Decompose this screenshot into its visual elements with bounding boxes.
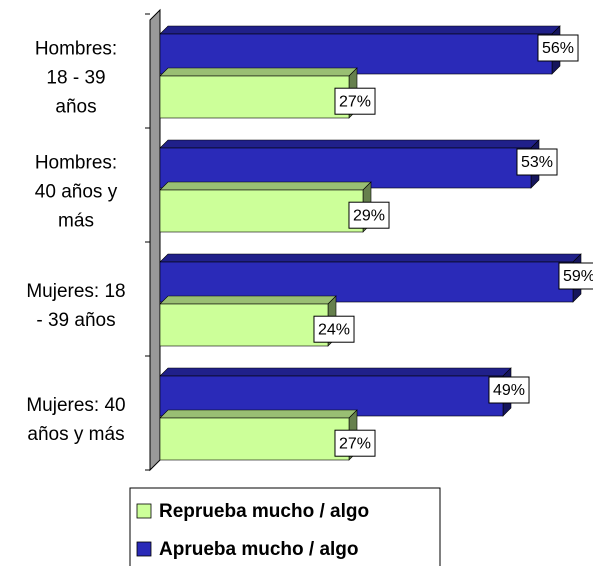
bar-front [159, 189, 364, 233]
bar-top [159, 253, 582, 263]
bar [159, 67, 358, 119]
legend-swatch [136, 503, 152, 519]
value-label: 29% [348, 201, 390, 229]
bar [159, 181, 372, 233]
bar-top [159, 409, 358, 419]
bar [159, 139, 540, 189]
value-label-text: 59% [563, 268, 593, 285]
legend-box [129, 487, 441, 566]
category-label: Hombres: 18 - 39 años [34, 38, 118, 118]
value-label-box [334, 429, 376, 457]
legend-swatch [136, 541, 152, 557]
value-label: 49% [488, 376, 530, 404]
bar-top [159, 139, 540, 149]
value-label-text: 49% [493, 382, 525, 399]
category-label: Mujeres: 40 años y más [26, 395, 126, 445]
value-label: 53% [516, 148, 558, 176]
value-label-text: 56% [542, 40, 574, 57]
bar-front [159, 303, 329, 347]
value-label: 27% [334, 429, 376, 457]
bar-top [159, 67, 358, 77]
bar-top [159, 295, 337, 305]
bar-front [159, 147, 532, 189]
value-label: 59% [558, 262, 593, 290]
value-label-text: 29% [353, 207, 385, 224]
value-label-text: 24% [318, 321, 350, 338]
value-label: 24% [313, 315, 355, 343]
value-label-text: 27% [339, 435, 371, 452]
value-label: 56% [537, 34, 579, 62]
legend-label: Aprueba mucho / algo [159, 539, 359, 560]
bar-top [159, 181, 372, 191]
value-label-box [537, 34, 579, 62]
value-label-box [558, 262, 593, 290]
bar [159, 295, 337, 347]
bar-top [159, 367, 512, 377]
bar-front [159, 417, 350, 461]
bar [159, 367, 512, 417]
value-label-box [488, 376, 530, 404]
value-label-box [334, 87, 376, 115]
value-label-text: 53% [521, 154, 553, 171]
value-label-box [516, 148, 558, 176]
category-label: Hombres: 40 años y más [34, 152, 118, 232]
bar [159, 25, 561, 75]
bar-front [159, 75, 350, 119]
value-label: 27% [334, 87, 376, 115]
bar-top [159, 25, 561, 35]
category-label: Mujeres: 18 - 39 años [26, 281, 126, 331]
bar [159, 253, 582, 303]
value-label-text: 27% [339, 93, 371, 110]
bar-front [159, 261, 574, 303]
bar-front [159, 33, 553, 75]
bar [159, 409, 358, 461]
value-label-box [348, 201, 390, 229]
legend-label: Reprueba mucho / algo [159, 501, 369, 522]
value-label-box [313, 315, 355, 343]
